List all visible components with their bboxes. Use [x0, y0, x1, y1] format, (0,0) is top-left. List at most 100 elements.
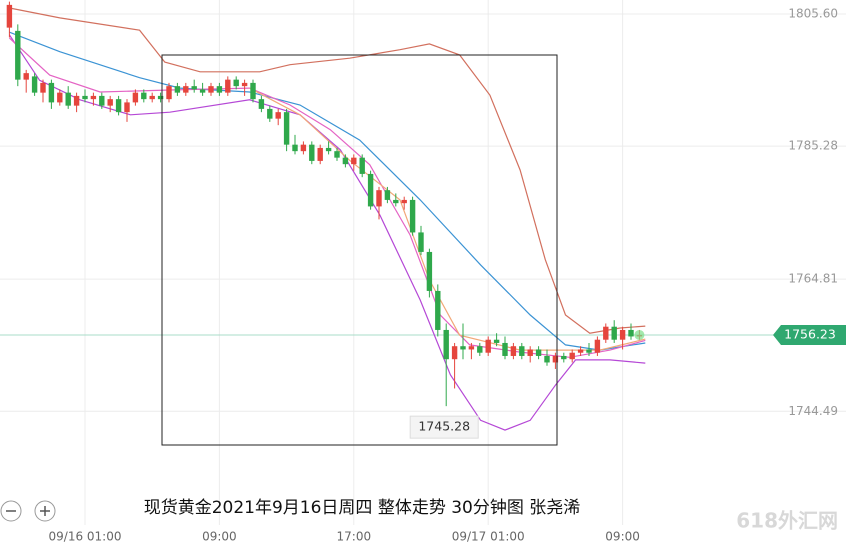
candle-body	[73, 95, 80, 106]
x-tick-label: 09/16 01:00	[49, 530, 122, 544]
y-tick-label: 1805.60	[788, 6, 838, 20]
candle-body	[426, 251, 433, 291]
candle-body	[586, 349, 592, 353]
indicator-line	[10, 7, 646, 334]
candle-body	[225, 79, 231, 93]
y-tick-label: 1764.81	[788, 272, 838, 286]
candle-body	[199, 89, 206, 93]
candle-body	[317, 147, 323, 161]
chart-title: 现货黄金2021年9月16日周四 整体走势 30分钟图 张尧浠	[144, 498, 581, 518]
candle-body	[90, 95, 97, 100]
indicator-line	[9, 31, 646, 351]
candle-body	[468, 346, 475, 350]
candle-body	[628, 329, 634, 337]
candle-body	[376, 190, 382, 207]
y-tick-label: 1785.28	[788, 139, 838, 153]
x-tick-label: 09/17 01:00	[452, 530, 525, 544]
candle-body	[334, 151, 340, 158]
candle-body	[23, 73, 29, 80]
candle-body	[82, 95, 88, 100]
candle-body	[393, 199, 399, 204]
candle-body	[477, 346, 483, 353]
candle-body	[552, 355, 559, 363]
candle-body	[619, 329, 626, 340]
last-price-glow	[634, 329, 645, 340]
x-tick-label: 17:00	[337, 530, 372, 544]
candle-body	[443, 329, 449, 360]
candle-body	[527, 349, 533, 356]
candle-body	[569, 352, 575, 360]
candle-body	[107, 99, 113, 106]
candle-body	[292, 144, 298, 152]
candle-body	[435, 290, 441, 330]
candle-body	[6, 4, 13, 28]
candle-body	[485, 339, 491, 353]
candle-body	[418, 232, 424, 252]
candle-body	[409, 199, 416, 233]
y-tick-label: 1744.49	[788, 404, 838, 418]
candle-body	[124, 102, 130, 113]
candle-body	[132, 92, 139, 103]
candle-body	[401, 199, 407, 204]
low-annotation: 1745.28	[418, 419, 470, 434]
candle-body	[561, 355, 567, 360]
candle-body	[544, 355, 550, 363]
candle-body	[31, 76, 38, 93]
zoom-in-button[interactable]	[34, 500, 56, 522]
candle-body	[250, 82, 256, 100]
candle-body	[216, 86, 223, 93]
candle-body	[535, 349, 542, 356]
candle-body	[241, 82, 248, 87]
low-annotation-box	[409, 415, 479, 439]
candle-body	[267, 108, 273, 119]
candle-body	[611, 326, 617, 340]
highlight-box	[161, 54, 558, 446]
indicator-lines	[8, 7, 646, 431]
labels: 1805.60 1785.28 1764.81 1744.49 09/16 01:00 0…	[49, 6, 846, 544]
candle-body	[603, 326, 609, 340]
candle-body	[149, 95, 155, 100]
candle-body	[367, 173, 374, 207]
candle-body	[115, 99, 122, 113]
x-tick-label: 09:00	[202, 530, 237, 544]
candle-body	[191, 86, 197, 90]
candle-body	[275, 112, 281, 119]
zoom-out-button[interactable]	[0, 500, 22, 522]
candle-body	[65, 92, 71, 106]
candle-body	[309, 144, 315, 161]
candle-body	[233, 79, 239, 87]
candle-body	[460, 346, 466, 350]
indicator-line	[8, 34, 646, 431]
candle-body	[40, 82, 46, 93]
candle-body	[519, 346, 525, 356]
indicator-line	[8, 37, 646, 358]
candle-body	[208, 86, 214, 93]
candle-body	[258, 99, 265, 109]
candle-body	[594, 339, 601, 353]
candle-body	[493, 339, 500, 343]
candle-body	[166, 86, 172, 100]
candle-body	[342, 157, 349, 165]
candle-body	[502, 342, 508, 356]
candle-body	[157, 95, 164, 100]
candle-body	[351, 157, 357, 165]
candle-body	[359, 157, 365, 174]
candle-body	[15, 30, 21, 80]
x-tick-label: 09:00	[605, 530, 640, 544]
candle-body	[183, 86, 189, 93]
candle-body	[283, 112, 290, 145]
candle-body	[174, 86, 181, 93]
candle-body	[300, 144, 307, 152]
last-price-tag	[773, 324, 846, 345]
candle-body	[451, 346, 458, 360]
candle-body	[99, 95, 105, 106]
candles	[6, 1, 645, 407]
candle-body	[48, 82, 55, 103]
candle-body	[384, 190, 391, 200]
candle-body	[577, 349, 584, 353]
candle-body	[57, 92, 63, 103]
candle-body	[325, 147, 332, 152]
